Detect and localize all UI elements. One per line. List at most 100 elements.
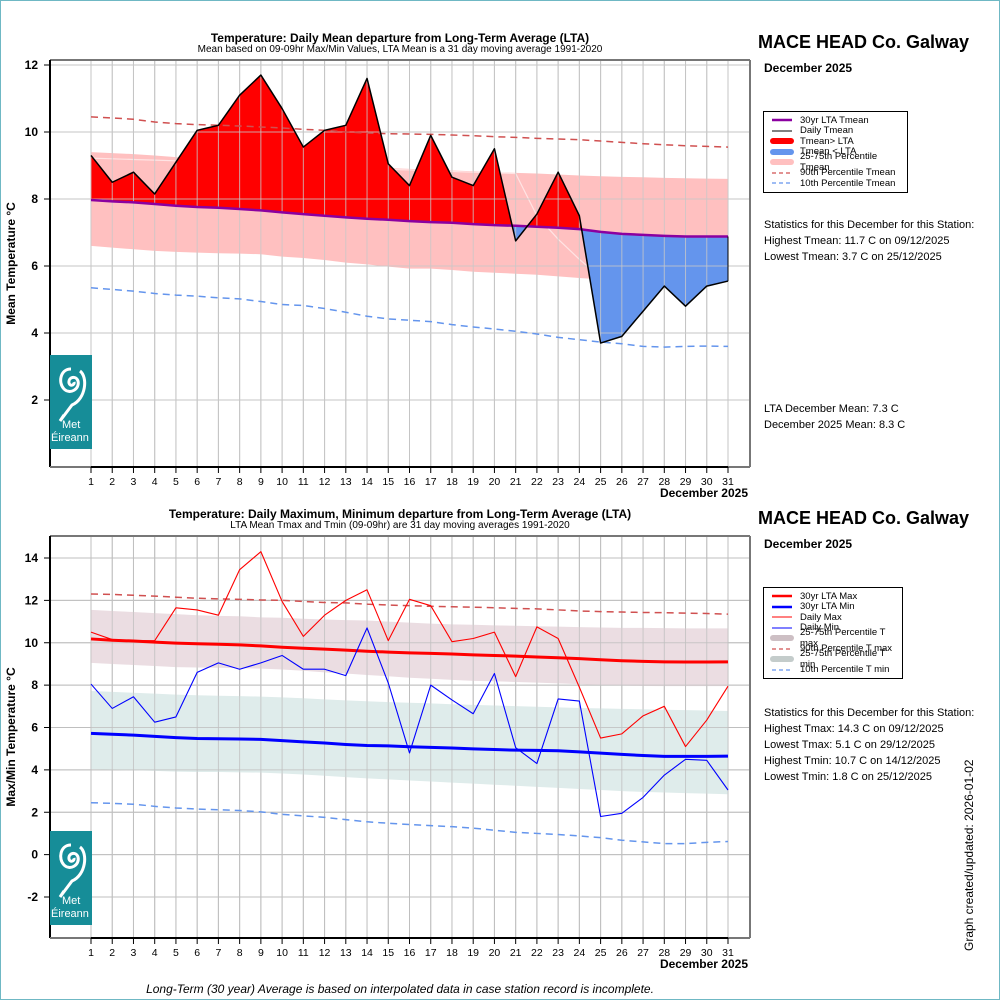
- x-tick-label: 28: [658, 947, 670, 959]
- legend-label: 10th Percentile T min: [800, 664, 890, 676]
- p90-tmax-line: [90, 593, 729, 615]
- legend-swatch-icon: [770, 633, 794, 643]
- below-lta-area: [600, 231, 623, 344]
- daily-max-line: [90, 551, 729, 748]
- legend-swatch-thin-red-icon: [772, 616, 792, 618]
- legend-swatch-icon: [770, 591, 794, 601]
- x-tick-label: 6: [194, 947, 200, 959]
- x-tick-label: 15: [382, 476, 394, 488]
- x-tick-label: 4: [152, 476, 158, 488]
- top-stats-heading: Statistics for this December for this St…: [764, 219, 975, 231]
- legend-swatch-fat-red-icon: [770, 138, 794, 145]
- legend-label: 30yr LTA Tmean: [800, 114, 869, 126]
- top-stats-lowest: Lowest Tmean: 3.7 C on 25/12/2025: [764, 251, 942, 263]
- x-tick-label: 3: [131, 476, 137, 488]
- y-tick-label: 10: [25, 125, 39, 139]
- x-tick-label: 2: [109, 947, 115, 959]
- met-eireann-swirl-icon: [58, 843, 87, 898]
- legend-swatch-icon: [770, 136, 794, 146]
- legend-swatch-fat-mauve-icon: [770, 635, 794, 642]
- p10-line: [90, 287, 729, 348]
- bottom-chart-title: Temperature: Daily Maximum, Minimum depa…: [168, 507, 632, 521]
- legend-item: 90th Percentile T max: [764, 643, 902, 654]
- bottom-legend: 30yr LTA Max 30yr LTA Min Daily Max Daily M…: [763, 587, 903, 679]
- x-tick-label: 23: [552, 476, 564, 488]
- x-tick-label: 6: [194, 476, 200, 488]
- x-tick-label: 21: [510, 947, 522, 959]
- x-tick-label: 22: [531, 476, 543, 488]
- lta-max-line: [90, 637, 729, 664]
- legend-swatch-icon: [770, 115, 794, 125]
- lta-min-line: [90, 731, 729, 758]
- x-tick-label: 22: [531, 947, 543, 959]
- x-tick-label: 21: [510, 476, 522, 488]
- top-chart-subtitle: Mean based on 09-09hr Max/Min Values, LT…: [197, 44, 603, 55]
- legend-swatch-dash-blue-icon: [772, 182, 792, 184]
- x-tick-label: 27: [637, 947, 649, 959]
- x-tick-label: 14: [361, 947, 373, 959]
- x-tick-label: 29: [680, 476, 692, 488]
- x-axis-label: December 2025: [660, 486, 748, 500]
- x-tick-label: 26: [616, 476, 628, 488]
- x-tick-label: 31: [722, 947, 734, 959]
- x-tick-label: 10: [276, 476, 288, 488]
- legend-swatch-thick-purple-icon: [772, 119, 792, 122]
- x-axis-label: December 2025: [660, 957, 748, 971]
- x-tick-label: 30: [701, 476, 713, 488]
- legend-item: Daily Max: [764, 612, 902, 623]
- x-tick-label: 20: [489, 947, 501, 959]
- x-tick-label: 4: [152, 947, 158, 959]
- x-tick-label: 9: [258, 947, 264, 959]
- daily-min-line: [90, 627, 729, 818]
- top-lta-mean: LTA December Mean: 7.3 C: [764, 403, 899, 415]
- x-tick-label: 15: [382, 947, 394, 959]
- legend-label: Tmean> LTA: [800, 135, 854, 147]
- y-tick-label: 2: [31, 393, 38, 407]
- legend-item: 25-75th Percentile T min: [764, 648, 902, 670]
- bottom-stats-lowest-tmin: Lowest Tmin: 1.8 C on 25/12/2025: [764, 771, 932, 783]
- legend-item: 10th Percentile T min: [764, 664, 902, 676]
- top-stats-highest: Highest Tmean: 11.7 C on 09/12/2025: [764, 235, 950, 247]
- y-tick-label: 6: [31, 721, 38, 735]
- legend-swatch-thick-red-icon: [772, 595, 792, 598]
- legend-swatch-icon: [770, 157, 794, 167]
- legend-label: 30yr LTA Max: [800, 590, 858, 602]
- legend-swatch-icon: [770, 147, 794, 157]
- x-tick-label: 13: [340, 476, 352, 488]
- legend-swatch-icon: [770, 602, 794, 612]
- legend-label: Daily Tmean: [800, 125, 854, 137]
- bottom-station-name: MACE HEAD Co. Galway: [758, 508, 970, 528]
- bottom-stats-lowest-tmax: Lowest Tmax: 5.1 C on 29/12/2025: [764, 739, 936, 751]
- legend-swatch-fat-grey-icon: [770, 656, 794, 663]
- legend-item: 30yr LTA Max: [764, 591, 902, 602]
- bottom-stats-highest-tmin: Highest Tmin: 10.7 C on 14/12/2025: [764, 755, 941, 767]
- legend-label: 25-75th Percentile T max: [800, 627, 886, 650]
- x-tick-label: 26: [616, 947, 628, 959]
- legend-swatch-thin-black-icon: [772, 130, 792, 132]
- x-tick-label: 24: [574, 947, 586, 959]
- top-station-name: MACE HEAD Co. Galway: [758, 32, 970, 52]
- legend-swatch-thin-blue-icon: [772, 627, 792, 629]
- x-tick-label: 18: [446, 476, 458, 488]
- legend-label: Daily Max: [800, 611, 842, 623]
- legend-swatch-thick-blue-icon: [772, 605, 792, 608]
- x-tick-label: 31: [722, 476, 734, 488]
- y-tick-label: 6: [31, 259, 38, 273]
- y-tick-label: 4: [31, 763, 38, 777]
- legend-item: 30yr LTA Min: [764, 601, 902, 612]
- y-tick-label: 12: [25, 58, 39, 72]
- y-tick-label: 12: [25, 593, 39, 607]
- x-tick-label: 20: [489, 476, 501, 488]
- footnote: Long-Term (30 year) Average is based on …: [146, 982, 654, 996]
- legend-item: 25-75th Percentile T max: [764, 627, 902, 649]
- lta-mean-line: [90, 198, 728, 238]
- x-tick-label: 17: [425, 476, 437, 488]
- x-tick-label: 8: [237, 476, 243, 488]
- above-lta-area: [324, 124, 347, 218]
- met-eireann-logo-top: Met Éireann: [50, 355, 92, 449]
- p10-tmin-line: [90, 801, 729, 845]
- x-tick-label: 23: [552, 947, 564, 959]
- legend-item: Daily Tmean: [764, 125, 907, 137]
